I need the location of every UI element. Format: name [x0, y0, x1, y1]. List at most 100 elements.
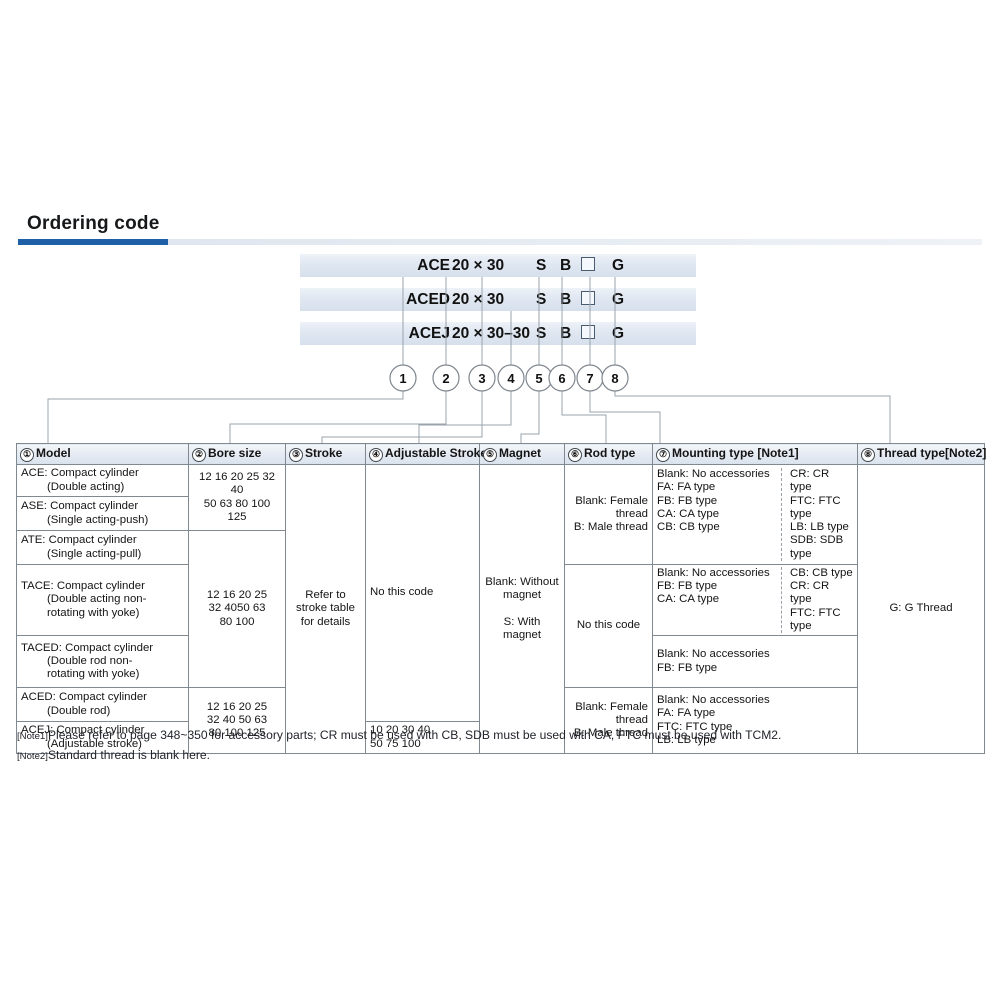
cell-rod-type-group-3: Blank: Female thread B: Male thread: [564, 687, 653, 755]
code-mounting-placeholder: [581, 288, 595, 311]
header-stroke: ③ Stroke: [285, 443, 366, 465]
code-model: ACEJ: [408, 325, 450, 342]
ordering-code-row: ACEJ 20 × 30–30 S B G: [300, 322, 696, 345]
mounting-left-column: Blank: No accessories FB: FB type CA: CA…: [657, 567, 781, 633]
code-bore: 20 × 30: [452, 291, 505, 308]
code-rod: B: [560, 291, 572, 308]
ordering-code-rows: ACE 20 × 30 S B G ACED 20 × 30 S B G ACE…: [300, 254, 696, 356]
note-text: Standard thread is blank here.: [47, 748, 210, 762]
code-model: ACE: [417, 257, 450, 274]
cell-adjustable-stroke-bottom: 10 20 30 40 50 75 100: [365, 721, 480, 755]
cell-model: TACE: Compact cylinder (Double acting no…: [16, 563, 189, 637]
cell-model: ACEJ: Compact cylinder (Adjustable strok…: [16, 721, 189, 755]
header-model: ① Model: [16, 443, 189, 465]
bore-line: 12 16 20 25: [206, 589, 268, 602]
table-row: ACE: Compact cylinder (Double acting) 12…: [16, 463, 985, 755]
stroke-line: for details: [300, 615, 351, 628]
rod-line: No this code: [576, 619, 641, 632]
table-row: ACED: Compact cylinder (Double rod) 12 1…: [16, 687, 985, 755]
section-heading: Ordering code: [18, 212, 982, 246]
rod-line: thread: [615, 507, 648, 520]
header-adjustable-stroke: ④ Adjustable Stroke: [365, 443, 487, 465]
cell-rod-type-group-2: No this code: [564, 563, 653, 689]
cell-mounting-type-group-4: Blank: No accessories FA: FA type FTC: F…: [652, 687, 858, 755]
mounting-line: FB: FB type: [657, 661, 718, 674]
cell-bore-size-group-3: 12 16 20 25 32 40 50 63 80 100 125: [188, 687, 286, 755]
rod-line: Blank: Female: [575, 494, 648, 507]
model-line-3: rotating with yoke): [47, 668, 140, 681]
header-label: Thread type[Note2]: [877, 445, 987, 460]
rod-line: B: Male thread: [573, 727, 648, 740]
bore-line: 80 100: [219, 615, 255, 628]
mounting-line: CB: CB type: [790, 567, 853, 579]
code-mounting-placeholder: [581, 254, 595, 277]
code-bore: 20 × 30–30: [452, 325, 531, 342]
code-thread: G: [612, 291, 625, 308]
code-magnet: S: [536, 325, 547, 342]
mounting-line: CA: CA type: [657, 593, 720, 606]
model-line-1: ATE: Compact cylinder: [21, 534, 137, 547]
header-label: Model: [36, 445, 71, 460]
mounting-line: CA: CA type: [657, 507, 720, 520]
mounting-line: CR: CR type: [790, 580, 830, 606]
square-placeholder-icon: [581, 257, 595, 271]
cell-model: TACED: Compact cylinder (Double rod non-…: [16, 635, 189, 689]
bore-line: 12 16 20 25 32 40: [198, 471, 275, 497]
mounting-line: CR: CR type: [790, 468, 830, 494]
mounting-line: Blank: No accessories: [657, 468, 770, 481]
cell-rod-type-group-1: Blank: Female thread B: Male thread: [564, 464, 653, 565]
circled-number-icon: ⑦: [656, 447, 670, 462]
header-rod-type: ⑥ Rod type: [564, 443, 653, 465]
model-line-2: (Adjustable stroke): [47, 737, 142, 750]
mounting-line: Blank: No accessories: [657, 694, 770, 707]
marker-label: 2: [442, 371, 449, 386]
model-line-3: rotating with yoke): [47, 606, 140, 619]
cell-thread-type: G: G Thread: [857, 463, 985, 755]
header-bore-size: ② Bore size: [188, 443, 286, 465]
bore-line: 12 16 20 25: [206, 700, 268, 713]
code-rod: B: [560, 257, 572, 274]
cell-model: ATE: Compact cylinder (Single acting-pul…: [16, 530, 189, 565]
header-label: Stroke: [305, 445, 343, 460]
bore-line: 80 100 125: [208, 727, 266, 740]
bore-line: 32 40 50 63: [206, 713, 268, 726]
model-line-1: ACED: Compact cylinder: [21, 691, 147, 704]
circled-number-icon: ③: [289, 447, 303, 462]
leader-elbows: [47, 391, 891, 443]
header-magnet: ⑤ Magnet: [479, 443, 565, 465]
cell-adjustable-stroke-top: No this code: [365, 463, 480, 723]
adjustable-line: 50 75 100: [370, 737, 421, 750]
circled-number-icon: ②: [192, 447, 206, 462]
marker-label: 6: [558, 371, 565, 386]
code-thread: G: [612, 325, 625, 342]
header-label: Rod type: [584, 445, 636, 460]
model-line-1: ASE: Compact cylinder: [21, 500, 139, 513]
model-line-1: ACEJ: Compact cylinder: [21, 724, 145, 737]
table-row: ACEJ: Compact cylinder (Adjustable strok…: [16, 721, 985, 755]
mounting-left-column: Blank: No accessories FA: FA type FB: FB…: [657, 468, 781, 560]
model-line-2: (Double rod): [47, 704, 111, 717]
header-mounting-type: ⑦ Mounting type [Note1]: [652, 443, 858, 465]
code-model: ACED: [406, 291, 450, 308]
cell-magnet: Blank: Without magnet S: With magnet: [479, 463, 565, 755]
stroke-line: stroke table: [296, 602, 355, 615]
code-magnet: S: [536, 257, 547, 274]
header-label: Mounting type [Note1]: [672, 445, 799, 460]
mounting-line: FTC: FTC type: [657, 720, 733, 733]
marker-label: 1: [399, 371, 406, 386]
cell-mounting-type-group-1: Blank: No accessories FA: FA type FB: FB…: [652, 464, 858, 565]
table-row: TACED: Compact cylinder (Double rod non-…: [16, 635, 985, 689]
rod-line: thread: [615, 713, 648, 726]
notes-block: [Note1]Please refer to page 348~350 for …: [17, 726, 977, 766]
table-row: TACE: Compact cylinder (Double acting no…: [16, 563, 985, 689]
ordering-code-table: ① Model ② Bore size ③ Stroke ④ Adjustable St…: [16, 443, 987, 755]
heading-underline-rule: [18, 239, 982, 245]
mounting-right-column: CR: CR type FTC: FTC type LB: LB type SD…: [781, 468, 853, 561]
ordering-code-row: ACED 20 × 30 S B G: [300, 288, 696, 311]
adjustable-top-text: No this code: [370, 586, 434, 599]
cell-bore-size-group-1: 12 16 20 25 32 40 50 63 80 100 125: [188, 464, 286, 531]
mounting-line: SDB: SDB type: [790, 534, 844, 560]
table-row: ASE: Compact cylinder (Single acting-pus…: [16, 496, 985, 531]
model-line-1: TACED: Compact cylinder: [21, 641, 154, 654]
bore-line: 50 63 80 100 125: [203, 497, 271, 523]
